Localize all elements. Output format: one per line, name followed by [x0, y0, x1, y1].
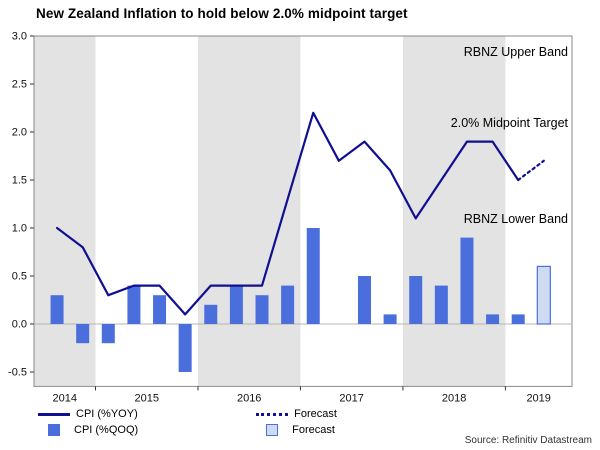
svg-text:1.0: 1.0: [12, 223, 27, 235]
legend-label-forecast-line: Forecast: [294, 407, 337, 420]
legend-item-forecast-line: Forecast: [256, 406, 337, 422]
svg-text:0.0: 0.0: [12, 319, 27, 331]
svg-text:2.0% Midpoint Target: 2.0% Midpoint Target: [451, 116, 569, 130]
svg-text:1.5: 1.5: [12, 175, 27, 187]
svg-text:2015: 2015: [134, 392, 158, 404]
legend-label-forecast-bar: Forecast: [292, 423, 335, 436]
svg-text:RBNZ Upper Band: RBNZ Upper Band: [464, 45, 568, 59]
svg-text:2.0: 2.0: [12, 127, 27, 139]
legend-item-cpi-yoy: CPI (%YOY): [38, 406, 138, 422]
legend-label-cpi-qoq: CPI (%QOQ): [74, 423, 139, 436]
chart-legend: CPI (%YOY) CPI (%QOQ) Forecast Forecast: [38, 406, 337, 438]
bar-swatch-icon: [48, 424, 60, 436]
inflation-chart: 3.0 2.5 2.0 1.5 1.0 0.5 0.0 -0.5 2014 2015 2016 201…: [8, 31, 573, 404]
svg-text:2018: 2018: [442, 392, 466, 404]
svg-text:0.5: 0.5: [12, 271, 27, 283]
dotted-line-swatch-icon: [256, 412, 289, 416]
light-bar-swatch-icon: [266, 424, 279, 436]
svg-text:RBNZ Lower Band: RBNZ Lower Band: [464, 212, 568, 226]
svg-text:2.5: 2.5: [12, 79, 27, 91]
svg-text:2019: 2019: [526, 392, 550, 404]
legend-column-forecast: Forecast Forecast: [256, 406, 337, 438]
svg-text:-0.5: -0.5: [8, 367, 27, 379]
source-attribution: Source: Refinitiv Datastream: [464, 435, 592, 446]
svg-text:2014: 2014: [53, 392, 77, 404]
svg-text:3.0: 3.0: [12, 31, 27, 43]
chart-title: New Zealand Inflation to hold below 2.0%…: [36, 6, 408, 21]
svg-text:2017: 2017: [339, 392, 363, 404]
legend-item-cpi-qoq: CPI (%QOQ): [38, 422, 138, 438]
svg-text:2016: 2016: [237, 392, 261, 404]
legend-column-actual: CPI (%YOY) CPI (%QOQ): [38, 406, 138, 438]
legend-item-forecast-bar: Forecast: [256, 422, 337, 438]
legend-label-cpi-yoy: CPI (%YOY): [76, 407, 138, 420]
solid-line-swatch-icon: [38, 412, 70, 416]
